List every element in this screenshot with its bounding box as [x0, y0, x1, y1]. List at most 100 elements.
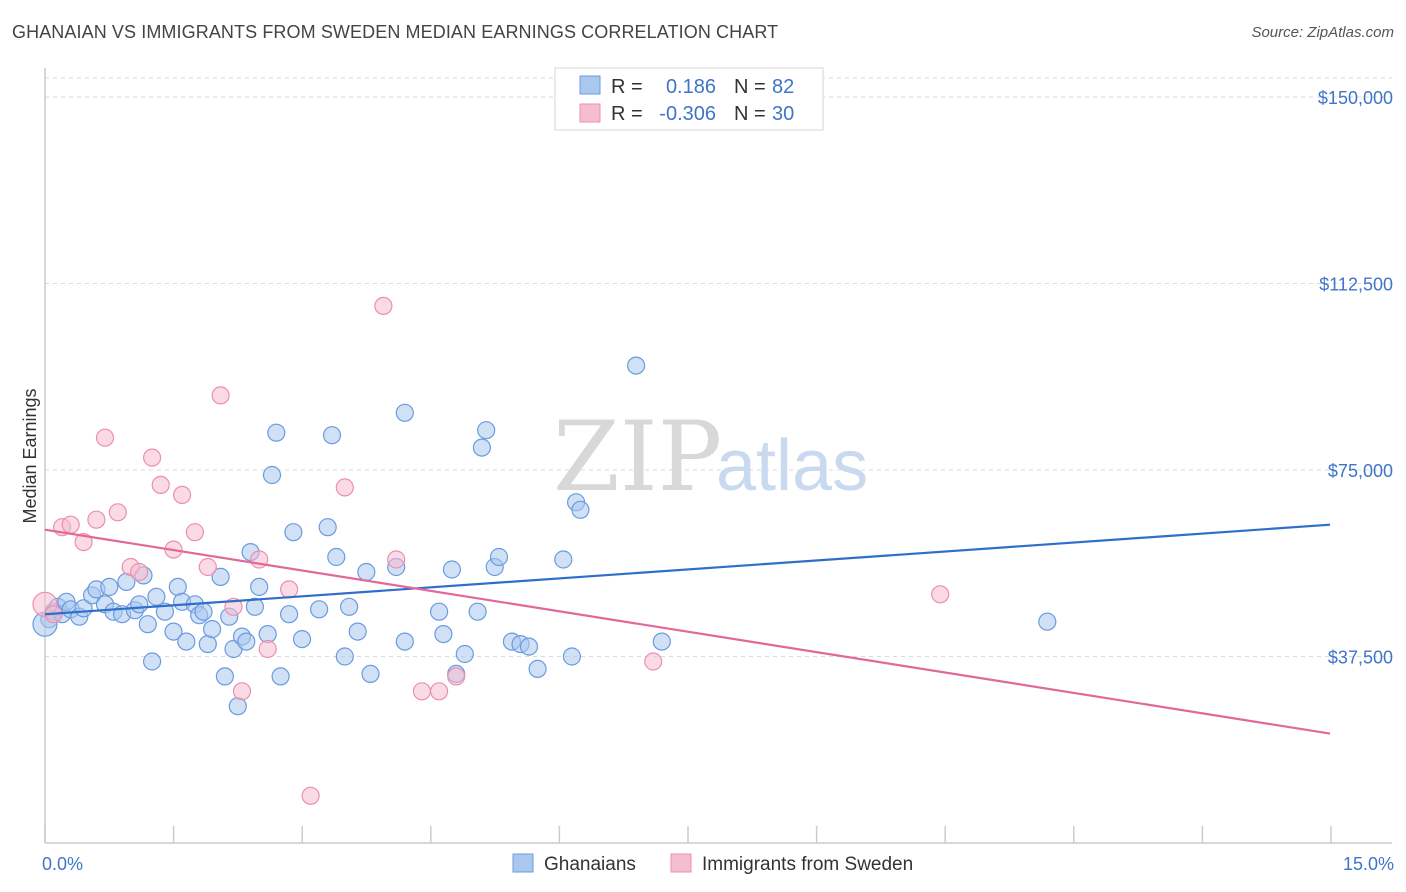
ghanaians-point: [434, 624, 453, 644]
trend-line-sweden: [44, 528, 1331, 735]
legend-r-label-1: R =: [611, 76, 643, 98]
ghanaians-point: [267, 423, 286, 442]
sweden-point: [301, 786, 320, 805]
x-tick-label-min: 0.0%: [42, 854, 83, 874]
bottom-legend-label-sweden: Immigrants from Sweden: [702, 854, 913, 875]
x-tick-label-max: 15.0%: [1343, 854, 1394, 874]
sweden-point: [644, 652, 663, 671]
y-axis-label: Median Earnings: [20, 388, 40, 523]
ghanaians-point: [143, 652, 162, 671]
ghanaians-point: [348, 622, 367, 641]
bottom-legend-swatch-blue: [512, 853, 534, 873]
ghanaians-point: [468, 602, 487, 621]
sweden-point: [387, 550, 406, 569]
trend-line-ghanaians: [44, 523, 1331, 616]
ghanaians-point: [562, 647, 582, 666]
ghanaians-point: [1038, 612, 1057, 631]
ghanaians-point: [430, 602, 449, 621]
sweden-point: [61, 515, 80, 534]
correlation-legend: R = 0.186 N = 82 R = -0.306 N = 30: [554, 67, 824, 131]
legend-swatch-pink: [579, 103, 601, 123]
ghanaians-point: [198, 634, 217, 654]
ghanaians-point: [168, 577, 187, 597]
ghanaians-point: [211, 567, 230, 587]
ghanaians-point: [100, 577, 119, 597]
ghanaians-point: [250, 577, 269, 597]
chart-title: GHANAIAN VS IMMIGRANTS FROM SWEDEN MEDIA…: [12, 22, 779, 42]
ghanaians-point: [155, 602, 174, 621]
sweden-point: [74, 532, 93, 552]
ghanaians-point: [395, 403, 414, 422]
sweden-point: [335, 478, 354, 497]
sweden-point: [108, 503, 127, 522]
ghanaians-point: [164, 622, 183, 641]
y-tick-label: $112,500: [1319, 275, 1393, 295]
ghanaians-point: [147, 587, 166, 606]
ghanaians-point: [528, 659, 547, 679]
ghanaians-point: [215, 667, 234, 686]
series-legend: Ghanaians Immigrants from Sweden: [512, 853, 913, 875]
ghanaians-point: [237, 632, 256, 651]
sweden-point: [173, 485, 192, 504]
grid-lines: [45, 77, 1392, 657]
chart-source: Source: ZipAtlas.com: [1251, 24, 1394, 41]
y-tick-labels: $37,500 $75,000 $112,500 $150,000: [1318, 88, 1393, 668]
ghanaians-point: [340, 597, 359, 616]
y-tick-label: $150,000: [1318, 88, 1393, 108]
ghanaians-point: [322, 426, 342, 445]
sweden-point: [185, 523, 204, 542]
ghanaians-point: [357, 562, 376, 582]
sweden-point: [447, 667, 466, 686]
legend-r-value-2: -0.306: [659, 103, 716, 125]
sweden-point: [151, 475, 170, 494]
ghanaians-point: [203, 619, 222, 639]
ghanaians-point: [652, 632, 671, 651]
ghanaians-point: [262, 465, 282, 485]
sweden-point: [232, 682, 252, 701]
series-sweden-points: [32, 296, 950, 805]
ghanaians-point: [571, 500, 590, 519]
sweden-point: [143, 448, 162, 467]
ghanaians-point: [519, 637, 539, 656]
ghanaians-point: [442, 560, 461, 579]
legend-r-label-2: R =: [611, 103, 643, 125]
ghanaians-point: [455, 644, 474, 664]
ghanaians-point: [292, 629, 312, 649]
series-ghanaians-points: [32, 356, 1057, 716]
ghanaians-point: [280, 605, 299, 624]
watermark-atlas: atlas: [716, 426, 868, 506]
ghanaians-point: [228, 697, 247, 716]
sweden-point: [211, 386, 230, 405]
sweden-point: [130, 562, 149, 582]
sweden-point: [412, 682, 431, 701]
bottom-legend-label-ghanaians: Ghanaians: [544, 854, 636, 875]
x-tick-marks: [44, 826, 1332, 843]
legend-r-value-1: 0.186: [666, 76, 716, 98]
ghanaians-point: [130, 595, 149, 614]
sweden-point: [280, 580, 299, 599]
ghanaians-point: [489, 547, 509, 567]
ghanaians-point: [310, 600, 329, 619]
ghanaians-point: [271, 667, 290, 686]
ghanaians-point: [477, 421, 496, 440]
legend-swatch-blue: [579, 75, 601, 95]
legend-n-label-2: N =: [734, 103, 766, 125]
sweden-point: [224, 597, 243, 616]
sweden-point: [430, 682, 449, 701]
sweden-point: [95, 428, 115, 447]
ghanaians-point: [335, 647, 354, 666]
ghanaians-point: [284, 523, 303, 542]
sweden-point: [87, 510, 106, 529]
bottom-legend-swatch-pink: [670, 853, 692, 873]
legend-n-label-1: N =: [734, 76, 766, 98]
ghanaians-point: [194, 602, 213, 621]
sweden-point: [198, 557, 217, 577]
ghanaians-point: [138, 615, 157, 634]
ghanaians-point: [395, 632, 414, 651]
ghanaians-point: [472, 438, 491, 457]
sweden-point: [374, 296, 393, 315]
legend-n-value-1: 82: [772, 76, 794, 98]
ghanaians-point: [554, 550, 573, 569]
ghanaians-point: [318, 518, 337, 537]
